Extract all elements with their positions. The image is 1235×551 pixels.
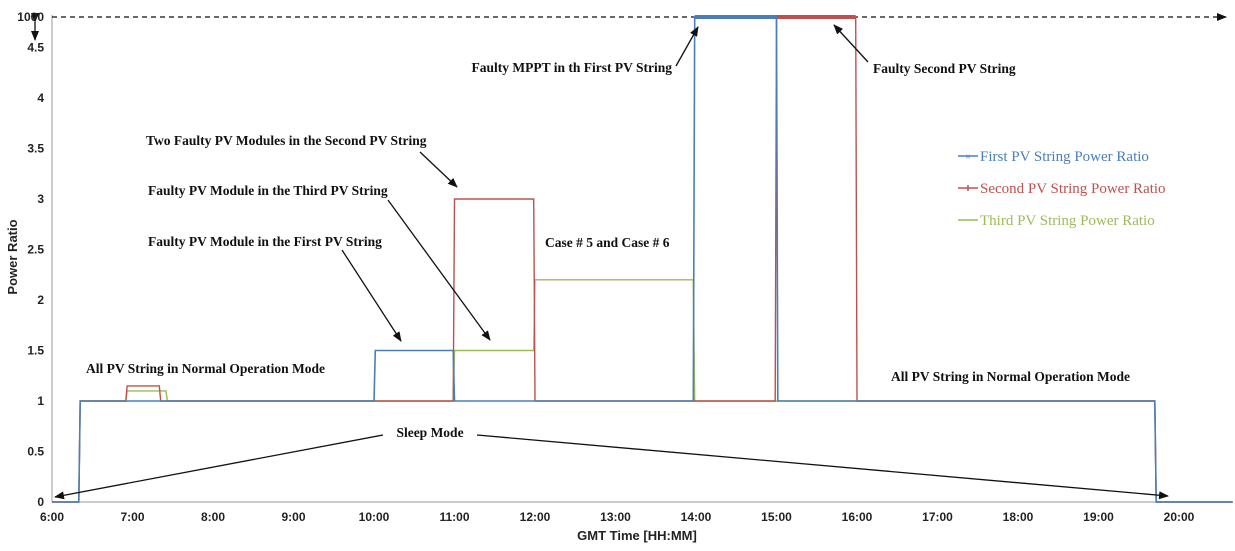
annotation-two-faulty-modules: Two Faulty PV Modules in the Second PV S…	[146, 133, 427, 148]
y-break-label: 1000	[17, 10, 44, 24]
y-axis-title: Power Ratio	[5, 219, 20, 294]
x-tick-label: 8:00	[201, 510, 225, 524]
annotation-case-5-6: Case # 5 and Case # 6	[545, 235, 670, 250]
annotation-normal-left: All PV String in Normal Operation Mode	[86, 361, 325, 376]
y-tick-label: 3.5	[27, 142, 44, 156]
annotation-sleep-mode: Sleep Mode	[396, 425, 463, 440]
y-tick-label: 2	[37, 293, 44, 307]
arrow-sleep-left	[54, 434, 384, 500]
annotations: Faulty MPPT in th First PV String Faulty…	[54, 24, 1169, 500]
x-tick-label: 19:00	[1083, 510, 1114, 524]
legend: × First PV String Power Ratio Second PV …	[958, 149, 1166, 229]
x-axis-title: GMT Time [HH:MM]	[577, 528, 697, 543]
x-tick-label: 14:00	[681, 510, 712, 524]
arrow-sleep-right	[476, 434, 1169, 500]
annotation-faulty-second-string: Faulty Second PV String	[873, 61, 1016, 76]
annotation-faulty-mppt: Faulty MPPT in th First PV String	[471, 60, 672, 75]
legend-item-second: Second PV String Power Ratio	[958, 181, 1166, 197]
x-tick-label: 16:00	[842, 510, 873, 524]
arrow-two-faulty-modules	[419, 151, 458, 188]
x-tick-label: 13:00	[600, 510, 631, 524]
x-tick-label: 12:00	[520, 510, 551, 524]
legend-label-first: First PV String Power Ratio	[980, 149, 1149, 165]
x-tick-label: 6:00	[40, 510, 64, 524]
legend-item-first: × First PV String Power Ratio	[958, 149, 1149, 165]
y-tick-label: 1	[37, 394, 44, 408]
arrow-faulty-module-first	[341, 249, 402, 342]
annotation-normal-right: All PV String in Normal Operation Mode	[891, 369, 1130, 384]
y-tick-label: 4	[37, 91, 44, 105]
y-tick-label: 1.5	[27, 344, 44, 358]
y-tick-label: 3	[37, 192, 44, 206]
series-line-1	[52, 16, 1233, 503]
arrow-faulty-module-third	[387, 199, 491, 341]
arrow-faulty-mppt	[675, 26, 699, 67]
x-tick-label: 7:00	[120, 510, 144, 524]
legend-item-third: Third PV String Power Ratio	[958, 213, 1155, 229]
y-tick-label: 4.5	[27, 41, 44, 55]
annotation-faulty-module-first: Faulty PV Module in the First PV String	[148, 234, 382, 249]
series-high-band-1	[694, 15, 777, 19]
legend-label-third: Third PV String Power Ratio	[980, 213, 1155, 229]
x-tick-label: 11:00	[439, 510, 469, 524]
legend-swatch-first-marker: ×	[965, 152, 971, 163]
x-tick-label: 17:00	[922, 510, 953, 524]
annotation-faulty-module-third: Faulty PV Module in the Third PV String	[148, 183, 388, 198]
series-line-2	[52, 16, 1233, 503]
y-tick-labels: 0 0.5 1 1.5 2 2.5 3 3.5 4 4.5	[27, 41, 44, 510]
x-tick-label: 18:00	[1003, 510, 1034, 524]
x-tick-label: 20:00	[1164, 510, 1195, 524]
x-tick-labels: 6:00 7:00 8:00 9:00 10:00 11:00 12:00 13:00 14:0…	[40, 510, 1195, 524]
data-series	[52, 15, 1233, 503]
y-tick-label: 0.5	[27, 445, 44, 459]
x-tick-label: 10:00	[359, 510, 390, 524]
series-high-band-2	[776, 15, 856, 19]
x-tick-label: 9:00	[281, 510, 305, 524]
legend-label-second: Second PV String Power Ratio	[980, 181, 1166, 197]
y-tick-label: 0	[37, 495, 44, 509]
y-tick-label: 2.5	[27, 243, 44, 257]
arrow-faulty-second-string	[833, 24, 869, 63]
series-line-3	[52, 279, 1233, 503]
x-tick-label: 15:00	[761, 510, 792, 524]
